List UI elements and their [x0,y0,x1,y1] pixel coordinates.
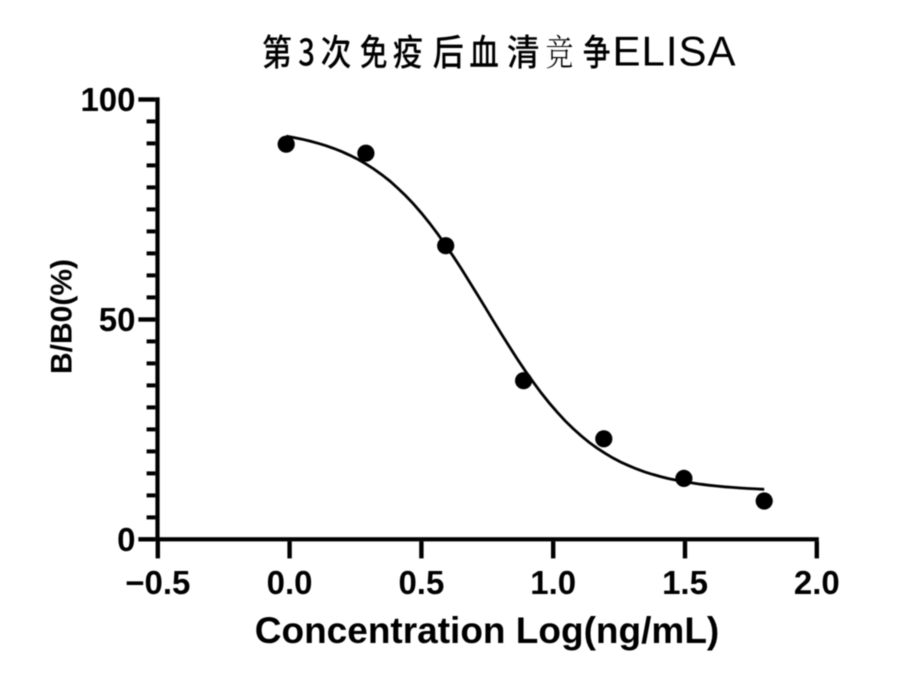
svg-text:1.0: 1.0 [530,564,576,601]
svg-text:−0.5: −0.5 [125,564,190,601]
svg-text:2.0: 2.0 [794,564,840,601]
svg-text:Concentration Log(ng/mL): Concentration Log(ng/mL) [255,610,720,651]
svg-text:0: 0 [117,521,135,558]
svg-text:100: 100 [80,81,135,118]
svg-text:50: 50 [99,301,136,338]
svg-text:0.0: 0.0 [267,564,313,601]
svg-text:ELISA: ELISA [613,28,737,75]
svg-text:1.5: 1.5 [662,564,708,601]
svg-text:B/B0(%): B/B0(%) [46,259,79,374]
svg-text:0.5: 0.5 [398,564,444,601]
